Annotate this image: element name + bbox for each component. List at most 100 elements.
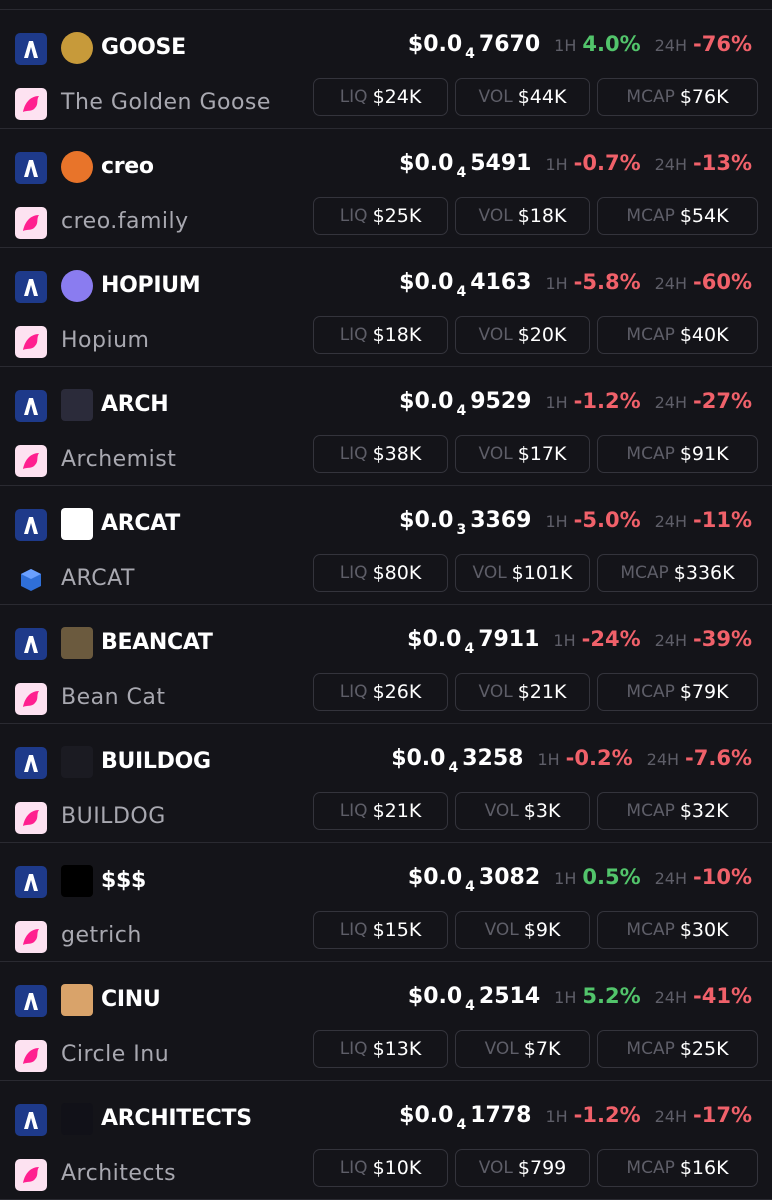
- price-digits: 7670: [478, 32, 541, 57]
- change-1h: -0.2%: [565, 746, 633, 770]
- mcap-value: $25K: [679, 1038, 729, 1060]
- token-name: Archemist: [61, 447, 177, 472]
- dex-icon-graphic: [15, 88, 47, 120]
- change-1h: -1.2%: [573, 389, 641, 413]
- vol-box: VOL $44K: [455, 78, 590, 116]
- vol-value: $9K: [523, 919, 561, 941]
- price-prefix: $0.0: [407, 627, 462, 652]
- price-zeros: 4: [456, 284, 467, 300]
- token-symbol: ARCH: [101, 392, 169, 417]
- label-1h: 1H: [545, 1107, 568, 1126]
- token-symbol: GOOSE: [101, 35, 186, 60]
- mcap-label: MCAP: [626, 1039, 675, 1059]
- change-1h: 4.0%: [582, 32, 641, 56]
- label-1h: 1H: [554, 988, 577, 1007]
- token-symbol: creo: [101, 154, 154, 179]
- token-row[interactable]: ARCHITECTS Architects $0.0 4 1778 1H -1.2% 24H -…: [0, 1081, 772, 1200]
- price-zeros: 3: [456, 522, 467, 538]
- liq-box: LIQ $24K: [313, 78, 448, 116]
- liq-box: LIQ $10K: [313, 1149, 448, 1187]
- liq-label: LIQ: [339, 444, 368, 464]
- token-icon: [61, 865, 93, 897]
- mcap-value: $30K: [679, 919, 729, 941]
- platform-icon-graphic: [15, 985, 47, 1017]
- token-row[interactable]: creo creo.family $0.0 4 5491 1H -0.7% 24H -13% LI…: [0, 129, 772, 248]
- mcap-label: MCAP: [626, 87, 675, 107]
- price-digits: 3082: [478, 865, 541, 890]
- dex-icon: [15, 1159, 47, 1191]
- liq-box: LIQ $80K: [313, 554, 448, 592]
- price-line: $0.0 4 7911 1H -24% 24H -39%: [407, 627, 752, 659]
- change-1h: 5.2%: [582, 984, 641, 1008]
- change-1h: -0.7%: [573, 151, 641, 175]
- vol-value: $799: [517, 1157, 567, 1179]
- price-prefix: $0.0: [399, 151, 454, 176]
- vol-box: VOL $20K: [455, 316, 590, 354]
- token-row[interactable]: ARCAT ARCAT $0.0 3 3369 1H -5.0% 24H -11% LIQ $80K…: [0, 486, 772, 605]
- platform-icon-graphic: [15, 628, 47, 660]
- token-row[interactable]: BEANCAT Bean Cat $0.0 4 7911 1H -24% 24H -39% LIQ…: [0, 605, 772, 724]
- token-icon-graphic: [61, 746, 93, 778]
- platform-icon: [15, 390, 47, 422]
- price-prefix: $0.0: [391, 746, 446, 771]
- liq-label: LIQ: [339, 87, 368, 107]
- label-24h: 24H: [654, 274, 688, 293]
- token-symbol: BUILDOG: [101, 749, 211, 774]
- platform-icon: [15, 33, 47, 65]
- liq-value: $26K: [372, 681, 422, 703]
- token-icon: [61, 32, 93, 64]
- change-1h: -5.8%: [573, 270, 641, 294]
- price-zeros: 4: [456, 403, 467, 419]
- mcap-label: MCAP: [626, 920, 675, 940]
- liq-box: LIQ $13K: [313, 1030, 448, 1068]
- mcap-box: MCAP $91K: [597, 435, 758, 473]
- price-prefix: $0.0: [399, 1103, 454, 1128]
- token-name: Architects: [61, 1161, 177, 1186]
- change-1h: 0.5%: [582, 865, 641, 889]
- token-row[interactable]: HOPIUM Hopium $0.0 4 4163 1H -5.8% 24H -60% LIQ $1…: [0, 248, 772, 367]
- vol-box: VOL $101K: [455, 554, 590, 592]
- liq-label: LIQ: [339, 1039, 368, 1059]
- token-name: Bean Cat: [61, 685, 166, 710]
- vol-label: VOL: [478, 682, 513, 702]
- mcap-box: MCAP $54K: [597, 197, 758, 235]
- price-line: $0.0 4 7670 1H 4.0% 24H -76%: [408, 32, 752, 64]
- token-symbol: CINU: [101, 987, 161, 1012]
- mcap-value: $336K: [673, 562, 735, 584]
- label-24h: 24H: [654, 631, 688, 650]
- token-row[interactable]: BUILDOG BUILDOG $0.0 4 3258 1H -0.2% 24H -7.6% LI…: [0, 724, 772, 843]
- vol-value: $20K: [517, 324, 567, 346]
- price-prefix: $0.0: [399, 270, 454, 295]
- mcap-value: $54K: [679, 205, 729, 227]
- vol-value: $17K: [517, 443, 567, 465]
- token-row[interactable]: $$$ getrich $0.0 4 3082 1H 0.5% 24H -10% LIQ $15K V…: [0, 843, 772, 962]
- platform-icon: [15, 1104, 47, 1136]
- change-24h: -11%: [693, 508, 752, 532]
- mcap-box: MCAP $32K: [597, 792, 758, 830]
- liq-value: $13K: [372, 1038, 422, 1060]
- vol-label: VOL: [478, 325, 513, 345]
- dex-icon-graphic: [15, 802, 47, 834]
- platform-icon: [15, 509, 47, 541]
- liq-box: LIQ $18K: [313, 316, 448, 354]
- token-symbol: BEANCAT: [101, 630, 213, 655]
- token-row[interactable]: CINU Circle Inu $0.0 4 2514 1H 5.2% 24H -41% LIQ $…: [0, 962, 772, 1081]
- mcap-value: $32K: [679, 800, 729, 822]
- vol-label: VOL: [478, 444, 513, 464]
- token-row[interactable]: GOOSE The Golden Goose $0.0 4 7670 1H 4.0% 24H -…: [0, 10, 772, 129]
- token-icon: [61, 1103, 93, 1135]
- vol-value: $18K: [517, 205, 567, 227]
- liq-label: LIQ: [339, 563, 368, 583]
- platform-icon-graphic: [15, 152, 47, 184]
- token-row[interactable]: ARCH Archemist $0.0 4 9529 1H -1.2% 24H -27% LIQ $…: [0, 367, 772, 486]
- price-zeros: 4: [456, 165, 467, 181]
- platform-icon: [15, 271, 47, 303]
- label-24h: 24H: [654, 36, 688, 55]
- price-digits: 1778: [470, 1103, 532, 1128]
- token-symbol: ARCAT: [101, 511, 180, 536]
- label-1h: 1H: [545, 274, 568, 293]
- mcap-value: $40K: [679, 324, 729, 346]
- platform-icon: [15, 747, 47, 779]
- platform-icon: [15, 866, 47, 898]
- dex-icon: [15, 921, 47, 953]
